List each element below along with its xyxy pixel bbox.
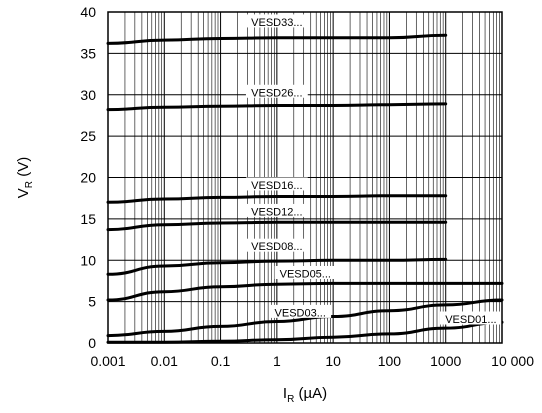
series-line xyxy=(106,220,448,232)
x-axis-title: IR (µA) xyxy=(283,385,327,405)
x-axis-title-sub: R xyxy=(287,394,294,405)
x-tick-label: 0.001 xyxy=(90,353,125,369)
y-tick-labels: 0 5 10 15 20 25 30 35 40 xyxy=(80,4,96,351)
y-tick-label: 25 xyxy=(80,128,96,144)
x-tick-label: 0.01 xyxy=(151,353,178,369)
y-tick-label: 30 xyxy=(80,87,96,103)
series-label-background xyxy=(245,14,308,28)
series-labels: VESD33... VESD26... VESD16... VESD12... VESD… xyxy=(245,14,502,326)
x-tick-label: 1000 xyxy=(430,353,461,369)
y-tick-label: 15 xyxy=(80,211,96,227)
series-label: VESD01... xyxy=(445,314,496,326)
x-axis-title-main: I xyxy=(283,385,287,402)
x-tick-label: 100 xyxy=(378,353,402,369)
x-tick-labels: 0.001 0.01 0.1 1 10 100 1000 10 000 xyxy=(90,353,534,369)
y-tick-label: 10 xyxy=(80,252,96,268)
x-tick-label: 10 xyxy=(325,353,341,369)
y-tick-label: 40 xyxy=(80,4,96,20)
y-axis-title-main: V xyxy=(15,188,32,198)
series-label: VESD08... xyxy=(251,241,302,253)
x-tick-label: 1 xyxy=(273,353,281,369)
series-line xyxy=(106,257,448,276)
series-line xyxy=(106,281,504,302)
series-label: VESD16... xyxy=(251,180,302,192)
series-lines xyxy=(106,33,504,344)
series-label: VESD03... xyxy=(275,307,326,319)
series-label-background xyxy=(245,203,308,217)
y-tick-label: 35 xyxy=(80,45,96,61)
y-axis-title-sub: R xyxy=(24,181,35,188)
series-label-background xyxy=(245,177,308,191)
series-label: VESD12... xyxy=(251,206,302,218)
plot-frame xyxy=(107,11,503,344)
series-label: VESD33... xyxy=(251,17,302,29)
y-axis-title: VR (V) xyxy=(15,157,35,198)
series-label-background xyxy=(245,84,308,98)
y-tick-label: 5 xyxy=(88,294,96,310)
series-line xyxy=(106,102,448,112)
x-tick-label: 0.1 xyxy=(211,353,231,369)
x-axis-title-unit: (µA) xyxy=(294,385,327,402)
series-label: VESD05... xyxy=(280,268,331,280)
x-tick-label: 10 000 xyxy=(491,353,534,369)
series-line xyxy=(106,33,448,45)
series-label-background xyxy=(274,265,337,279)
series-line xyxy=(106,194,448,204)
series-line xyxy=(106,320,504,344)
y-axis-title-unit: (V) xyxy=(15,157,32,181)
series-label-background xyxy=(269,304,332,318)
series-label-background xyxy=(245,238,308,252)
series-label: VESD26... xyxy=(251,87,302,99)
series-line xyxy=(106,298,504,338)
series-label-background xyxy=(439,311,502,325)
y-tick-label: 0 xyxy=(88,335,96,351)
y-tick-label: 20 xyxy=(80,170,96,186)
